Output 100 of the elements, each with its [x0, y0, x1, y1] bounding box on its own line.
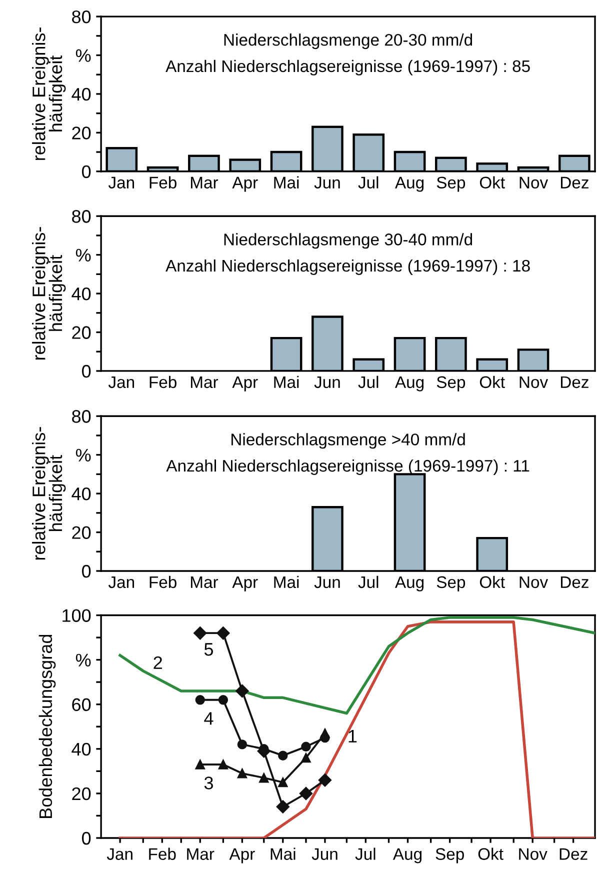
y-tick-label: 60 — [72, 698, 91, 712]
point — [237, 740, 248, 750]
series-label: 1 — [348, 730, 357, 742]
y-tick-label: 40 — [72, 742, 91, 756]
point — [259, 772, 269, 783]
text: Niederschlagsmenge 20-30 mm/d — [224, 34, 472, 50]
series-label: 3 — [204, 776, 213, 790]
x-tick-label: Jun — [314, 376, 340, 388]
x-tick-label: Feb — [150, 576, 176, 588]
point — [237, 768, 248, 778]
x-tick-label: Mai — [270, 848, 296, 860]
y-tick-label: 20 — [72, 126, 91, 140]
y-tick-label: 0 — [82, 832, 91, 845]
x-tick-label: Nov — [520, 176, 548, 188]
point — [318, 773, 332, 787]
y-tick-label: 0 — [82, 364, 91, 378]
x-tick-label: Aug — [394, 576, 424, 592]
x-tick-label: Okt — [478, 848, 504, 860]
y-tick-label: 80 — [72, 10, 91, 24]
x-tick-label: Jun — [312, 848, 338, 860]
x-tick-label: Feb — [150, 376, 176, 388]
x-tick-label: Sep — [436, 376, 466, 392]
y-tick-label: 100 — [62, 609, 91, 622]
point — [218, 760, 228, 770]
text: Anzahl Niederschlagsereignisse (1969-1997) : 18 — [166, 259, 530, 275]
y-tick-label: 40 — [72, 287, 91, 300]
x-tick-label: Sep — [436, 176, 466, 192]
x-tick-label: Mar — [190, 376, 218, 388]
y-tick-label: 80 — [72, 410, 91, 423]
point — [195, 695, 205, 705]
y-tick-label: % — [76, 248, 91, 262]
point — [278, 777, 288, 788]
y-axis-title: Bodenbedeckungsgrad — [38, 634, 56, 818]
x-tick-label: Aug — [392, 848, 422, 864]
text: Anzahl Niederschlagsereignisse (1969-1997) : 85 — [166, 60, 530, 76]
y-tick-label: 40 — [72, 88, 91, 101]
x-tick-label: Feb — [150, 176, 176, 188]
y-tick-label: % — [76, 49, 91, 62]
x-tick-label: Okt — [480, 576, 505, 588]
x-tick-label: Feb — [149, 848, 176, 860]
point — [301, 752, 311, 763]
x-tick-label: Sep — [436, 576, 466, 592]
y-tick-label: 0 — [82, 165, 91, 178]
x-tick-label: Jan — [106, 848, 132, 860]
x-tick-label: Jul — [358, 576, 378, 588]
x-tick-label: Jan — [108, 576, 134, 588]
x-tick-label: Dez — [560, 176, 588, 188]
text: Niederschlagsmenge >40 mm/d — [232, 433, 465, 449]
x-tick-label: Okt — [480, 176, 505, 188]
x-tick-label: Mar — [190, 576, 218, 588]
series-label: 2 — [154, 656, 162, 669]
point — [236, 684, 249, 698]
x-tick-label: Nov — [520, 576, 548, 588]
x-tick-label: Jan — [108, 376, 134, 388]
x-tick-label: Jun — [314, 576, 340, 588]
point — [278, 750, 288, 760]
y-axis-title: relative Ereignis- häufigkeit — [32, 28, 66, 160]
series-label: 5 — [204, 643, 214, 656]
point — [299, 786, 313, 800]
point — [216, 626, 230, 640]
x-tick-label: Aug — [394, 376, 424, 392]
y-tick-label: % — [76, 448, 91, 462]
x-tick-label: Jul — [358, 176, 378, 188]
x-tick-label: Mai — [274, 576, 299, 588]
point — [218, 695, 228, 705]
series-label: 4 — [204, 712, 214, 725]
point — [276, 800, 290, 814]
x-tick-label: Jan — [108, 176, 134, 188]
x-tick-label: Mar — [190, 176, 218, 188]
x-tick-label: Mai — [274, 376, 299, 388]
x-tick-label: Mar — [187, 848, 214, 860]
x-tick-label: Dez — [560, 376, 588, 388]
y-tick-label: % — [76, 654, 91, 666]
y-tick-label: 40 — [72, 487, 91, 500]
x-tick-label: Apr — [229, 848, 255, 864]
point — [320, 732, 330, 743]
x-tick-label: Apr — [232, 576, 258, 592]
point — [195, 760, 205, 770]
text: Niederschlagsmenge 30-40 mm/d — [224, 233, 472, 249]
x-tick-label: Apr — [232, 376, 258, 392]
y-tick-label: 20 — [72, 326, 91, 339]
x-tick-label: Nov — [520, 376, 548, 388]
x-tick-label: Jul — [358, 376, 378, 388]
x-tick-label: Nov — [519, 848, 548, 860]
x-tick-label: Mai — [274, 176, 299, 188]
point — [194, 626, 207, 640]
y-tick-label: 80 — [72, 210, 91, 223]
x-tick-label: Aug — [394, 176, 424, 192]
x-tick-label: Jun — [314, 176, 340, 188]
x-tick-label: Jul — [355, 848, 376, 860]
y-tick-label: 20 — [72, 526, 91, 539]
text: Anzahl Niederschlagsereignisse (1969-1997) : 11 — [166, 459, 530, 475]
x-tick-label: Apr — [232, 176, 258, 192]
y-tick-label: 20 — [72, 787, 91, 800]
y-axis-title: relative Ereignis- häufigkeit — [32, 427, 66, 560]
line-series — [118, 620, 596, 838]
x-tick-label: Okt — [480, 376, 505, 388]
x-tick-label: Dez — [560, 848, 588, 860]
x-tick-label: Sep — [436, 848, 464, 864]
x-tick-label: Dez — [560, 576, 588, 588]
